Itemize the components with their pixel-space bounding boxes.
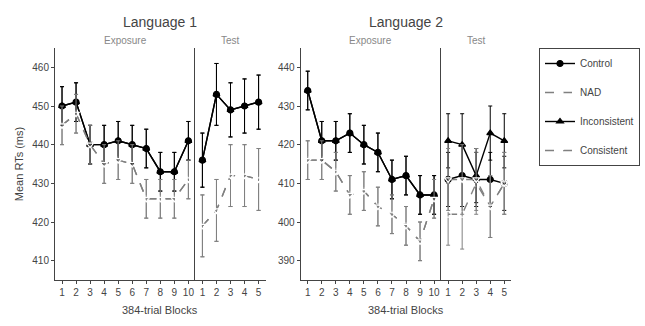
svg-text:5: 5 bbox=[361, 287, 367, 298]
svg-text:9: 9 bbox=[417, 287, 423, 298]
svg-text:10: 10 bbox=[429, 287, 441, 298]
svg-text:Consistent: Consistent bbox=[580, 145, 627, 156]
svg-text:Control: Control bbox=[580, 58, 612, 69]
svg-text:410: 410 bbox=[32, 255, 49, 266]
svg-text:7: 7 bbox=[143, 287, 149, 298]
svg-text:5: 5 bbox=[256, 287, 262, 298]
svg-text:3: 3 bbox=[87, 287, 93, 298]
svg-text:450: 450 bbox=[32, 101, 49, 112]
svg-text:390: 390 bbox=[278, 255, 295, 266]
svg-text:2: 2 bbox=[459, 287, 465, 298]
svg-text:3: 3 bbox=[333, 287, 339, 298]
svg-text:420: 420 bbox=[32, 217, 49, 228]
svg-text:2: 2 bbox=[73, 287, 79, 298]
svg-text:6: 6 bbox=[375, 287, 381, 298]
svg-text:4: 4 bbox=[347, 287, 353, 298]
svg-text:8: 8 bbox=[403, 287, 409, 298]
svg-text:2: 2 bbox=[319, 287, 325, 298]
svg-text:420: 420 bbox=[278, 139, 295, 150]
svg-text:NAD: NAD bbox=[580, 87, 601, 98]
svg-text:440: 440 bbox=[278, 62, 295, 73]
svg-text:400: 400 bbox=[278, 217, 295, 228]
svg-text:430: 430 bbox=[32, 178, 49, 189]
svg-text:Exposure: Exposure bbox=[349, 35, 392, 46]
svg-text:2: 2 bbox=[214, 287, 220, 298]
svg-text:4: 4 bbox=[487, 287, 493, 298]
svg-text:1: 1 bbox=[305, 287, 311, 298]
svg-text:3: 3 bbox=[228, 287, 234, 298]
svg-text:10: 10 bbox=[183, 287, 195, 298]
svg-text:8: 8 bbox=[158, 287, 164, 298]
svg-text:Language 2: Language 2 bbox=[369, 14, 443, 30]
svg-text:410: 410 bbox=[278, 178, 295, 189]
svg-text:1: 1 bbox=[445, 287, 451, 298]
svg-text:Test: Test bbox=[221, 35, 240, 46]
svg-text:1: 1 bbox=[200, 287, 206, 298]
svg-text:460: 460 bbox=[32, 62, 49, 73]
svg-text:5: 5 bbox=[501, 287, 507, 298]
svg-text:9: 9 bbox=[172, 287, 178, 298]
svg-text:3: 3 bbox=[473, 287, 479, 298]
svg-text:4: 4 bbox=[101, 287, 107, 298]
svg-text:Inconsistent: Inconsistent bbox=[580, 116, 634, 127]
svg-text:1: 1 bbox=[59, 287, 65, 298]
svg-text:Language 1: Language 1 bbox=[123, 14, 197, 30]
svg-text:5: 5 bbox=[115, 287, 121, 298]
svg-text:384-trial Blocks: 384-trial Blocks bbox=[368, 304, 444, 316]
svg-text:Mean RTs (ms): Mean RTs (ms) bbox=[13, 127, 25, 201]
svg-text:4: 4 bbox=[242, 287, 248, 298]
svg-text:6: 6 bbox=[129, 287, 135, 298]
svg-text:430: 430 bbox=[278, 101, 295, 112]
svg-text:440: 440 bbox=[32, 139, 49, 150]
svg-text:384-trial Blocks: 384-trial Blocks bbox=[122, 304, 198, 316]
svg-text:Test: Test bbox=[467, 35, 486, 46]
svg-text:7: 7 bbox=[389, 287, 395, 298]
svg-text:Exposure: Exposure bbox=[104, 35, 147, 46]
